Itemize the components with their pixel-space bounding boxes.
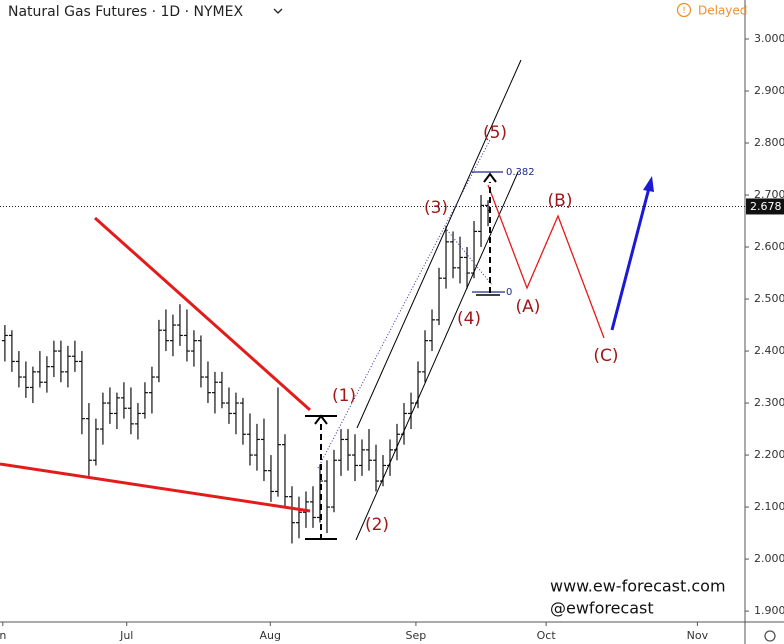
y-tick-label: 2.700 [754, 188, 784, 201]
x-tick-label: Jul [119, 629, 133, 642]
bars-layer [1, 195, 492, 544]
watermark: @ewforecast [550, 599, 654, 618]
y-tick-label: 2.400 [754, 344, 784, 357]
wave-label: (C) [593, 346, 618, 366]
chart-title[interactable]: Natural Gas Futures · 1D · NYMEX [8, 4, 243, 20]
projection-path [487, 184, 605, 339]
fib-label: 0 [506, 287, 512, 298]
drawings [0, 59, 654, 541]
dropdown-icon[interactable] [273, 8, 283, 14]
x-tick-label: n [0, 629, 6, 642]
y-tick-label: 2.100 [754, 500, 784, 513]
status-label[interactable]: Delayed [698, 4, 747, 18]
trend-line [94, 216, 311, 412]
wave-label: (3) [424, 198, 448, 218]
last-price-box [746, 198, 784, 215]
status-icon-mark: ! [682, 6, 686, 16]
y-tick-label: 2.600 [754, 240, 784, 253]
y-tick-label: 2.900 [754, 84, 784, 97]
title-bg [0, 0, 290, 22]
x-tick-label: Aug [260, 629, 281, 642]
trend-line [0, 462, 311, 513]
y-tick-label: 2.800 [754, 136, 784, 149]
y-tick-label: 2.000 [754, 552, 784, 565]
y-tick-label: 3.000 [754, 32, 784, 45]
last-price-label: 2.678 [750, 200, 782, 213]
channel-line [355, 171, 519, 541]
arrow-head [483, 172, 497, 183]
y-tick-label: 1.900 [754, 604, 784, 617]
arrow-head [314, 414, 328, 425]
wave-label: (5) [483, 123, 507, 143]
channel-line [356, 59, 522, 429]
wave-label: (B) [548, 191, 573, 211]
status-icon [676, 2, 692, 18]
wave-label: (A) [516, 297, 541, 317]
wave-label: (2) [365, 515, 389, 535]
fib-label: 0.382 [506, 167, 535, 178]
y-tick-label: 2.200 [754, 448, 784, 461]
x-tick-label: Oct [537, 629, 557, 642]
settings-icon[interactable] [764, 630, 776, 642]
projection-arrow [610, 187, 651, 331]
y-tick-label: 2.300 [754, 396, 784, 409]
y-tick-label: 2.500 [754, 292, 784, 305]
wave-label: (4) [457, 309, 481, 329]
arrow-head [643, 176, 654, 192]
x-tick-label: Sep [406, 629, 427, 642]
x-tick-label: Nov [687, 629, 709, 642]
watermark: www.ew-forecast.com [550, 577, 726, 596]
wave-label: (1) [332, 386, 356, 406]
